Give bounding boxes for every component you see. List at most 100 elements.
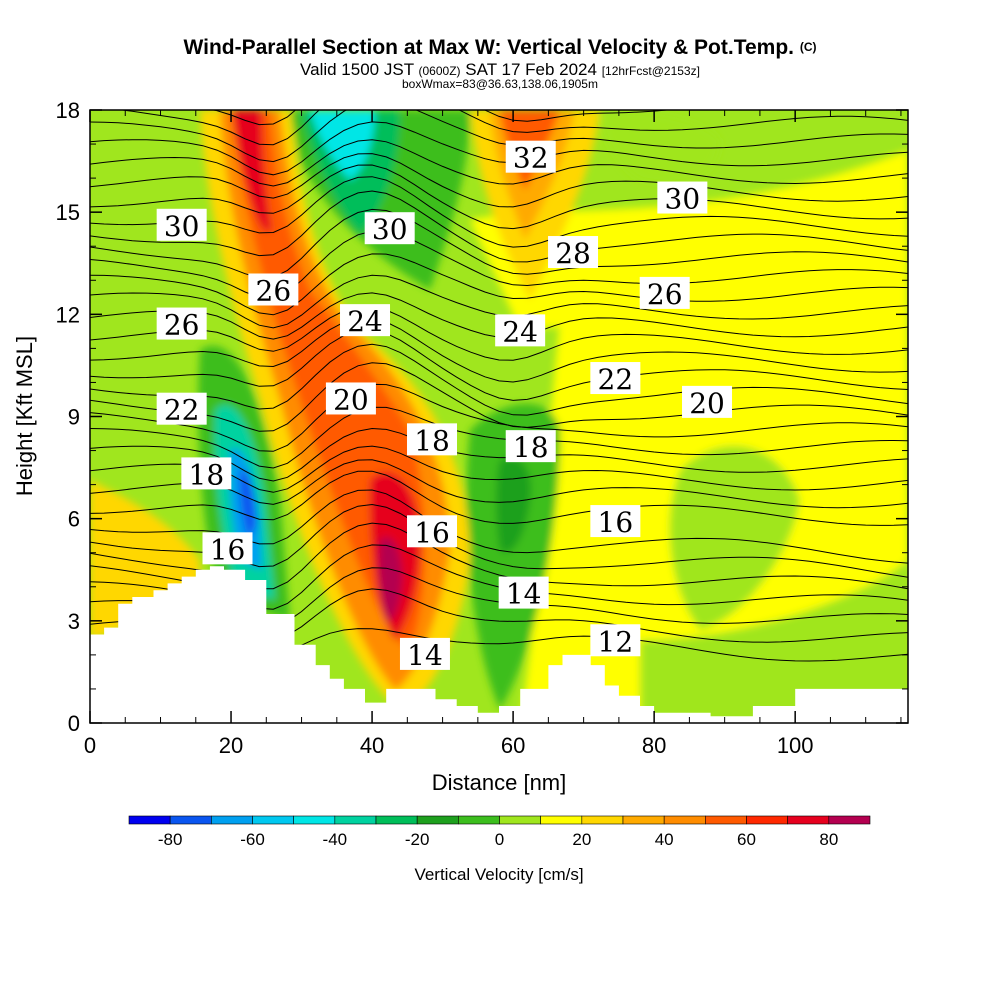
colorbar-swatch (416, 815, 459, 825)
colorbar-tick-label: 20 (572, 830, 591, 849)
chart-subsubtitle: boxWmax=83@36.63,138.06,1905m (402, 77, 598, 91)
contour-label-box (505, 430, 556, 463)
contour-label-box (181, 457, 232, 490)
contour-label: 26 (164, 309, 200, 342)
colorbar-swatch (211, 815, 253, 825)
theta-contour-line (90, 470, 908, 526)
y-tick-label: 6 (68, 507, 80, 532)
colorbar-tick-label: 80 (819, 830, 838, 849)
theta-contour-line (90, 176, 908, 248)
contour-label: 24 (347, 305, 383, 338)
field-updraft-top-core (232, 110, 272, 232)
contour-label: 18 (189, 458, 225, 491)
theta-contour-line (90, 253, 908, 316)
x-axis: 0 20 40 60 80 100 (84, 110, 902, 758)
x-tick-label: 80 (642, 733, 666, 758)
contour-label-box (407, 515, 458, 548)
theta-contour-line (90, 190, 908, 263)
terrain-mask (90, 566, 908, 723)
contour-label-box (682, 385, 733, 418)
field-yellow-region-upper (470, 150, 908, 330)
colorbar-swatch (705, 815, 747, 825)
theta-contour-line (90, 306, 908, 361)
contour-label: 16 (414, 516, 450, 549)
colorbar-label: Vertical Velocity [cm/s] (414, 865, 583, 884)
theta-contour-line (90, 110, 908, 163)
contour-label: 16 (210, 533, 246, 566)
theta-contour-line (90, 406, 908, 469)
contour-label-box (248, 273, 299, 306)
field-green-lobe-south (640, 560, 908, 723)
colorbar-swatch (169, 815, 212, 825)
theta-contour-line (90, 153, 908, 208)
y-axis: 0 3 6 9 12 15 18 (56, 98, 908, 736)
colorbar-swatch (375, 815, 418, 825)
contour-label-box (505, 140, 556, 173)
theta-contour-line (90, 317, 908, 383)
contour-label-box (202, 532, 253, 565)
colorbar-swatch (128, 815, 171, 825)
y-tick-label: 12 (56, 302, 80, 327)
contour-label-box (156, 392, 207, 425)
contour-label: 14 (506, 578, 542, 611)
contour-label-box (657, 181, 708, 214)
contour-label-box (407, 423, 458, 456)
contour-label-box (364, 212, 415, 245)
field-downdraft-channel (466, 403, 560, 710)
contour-label: 28 (555, 237, 591, 270)
field-downdraft-upper-core (310, 110, 375, 180)
colorbar-swatch (746, 815, 788, 825)
y-tick-label: 15 (56, 200, 80, 225)
chart-subtitle: Valid 1500 JST (0600Z) SAT 17 Feb 2024 [… (300, 60, 700, 79)
theta-contour-line (90, 230, 908, 299)
y-tick-label: 18 (56, 98, 80, 123)
colorbar-swatch (828, 815, 871, 825)
contour-label: 14 (407, 639, 443, 672)
contour-label-box (156, 208, 207, 241)
theta-contour-line (90, 121, 908, 176)
contour-label: 30 (665, 183, 701, 216)
theta-contour-line (90, 139, 908, 187)
contour-label-box (399, 637, 450, 670)
y-tick-label: 3 (68, 609, 80, 634)
contour-label: 20 (333, 383, 369, 416)
contour-label: 22 (164, 394, 200, 427)
theta-contour-line (90, 343, 908, 416)
contour-label: 26 (256, 274, 292, 307)
colorbar-tick-label: 0 (495, 830, 504, 849)
colorbar-tick-label: 40 (655, 830, 674, 849)
colorbar-swatch (581, 815, 624, 825)
contour-label: 16 (598, 506, 634, 539)
contour-label-box (156, 307, 207, 340)
x-axis-label: Distance [nm] (432, 770, 567, 795)
contour-label-box (639, 276, 690, 309)
colorbar-tick-label: -60 (240, 830, 265, 849)
theta-contour-line (210, 110, 672, 126)
field-downdraft-channel-core (496, 457, 531, 553)
field-updraft-main-peak (378, 537, 402, 622)
theta-contour-line (90, 362, 908, 432)
contour-label: 12 (598, 625, 634, 658)
contour-label-box (325, 382, 376, 415)
contour-label-box (590, 505, 641, 538)
contour-label-box (548, 236, 599, 269)
y-tick-label: 9 (68, 405, 80, 430)
colorbar-swatch (787, 815, 830, 825)
contour-labels: 30 26 22 18 16 26 30 24 20 18 16 14 32 28 24 18 14 22 16 12… (156, 140, 733, 672)
colorbar-tick-label: -20 (405, 830, 430, 849)
y-tick-label: 0 (68, 711, 80, 736)
colorbar-swatch (663, 815, 706, 825)
x-tick-label: 20 (219, 733, 243, 758)
field-downdraft-lower-peak (239, 469, 256, 540)
colorbar-swatch (622, 815, 665, 825)
theta-contour-line (90, 383, 908, 452)
field-green-lobe-top (600, 110, 720, 184)
theta-contour-line (90, 329, 908, 401)
y-axis-label: Height [Kft MSL] (12, 336, 37, 496)
contour-label: 30 (372, 213, 408, 246)
contour-label: 20 (689, 387, 725, 420)
contour-label: 30 (164, 210, 200, 243)
copyright-mark: (C) (799, 40, 817, 54)
contour-label-box (498, 576, 549, 609)
theta-contour-line (90, 38, 908, 109)
